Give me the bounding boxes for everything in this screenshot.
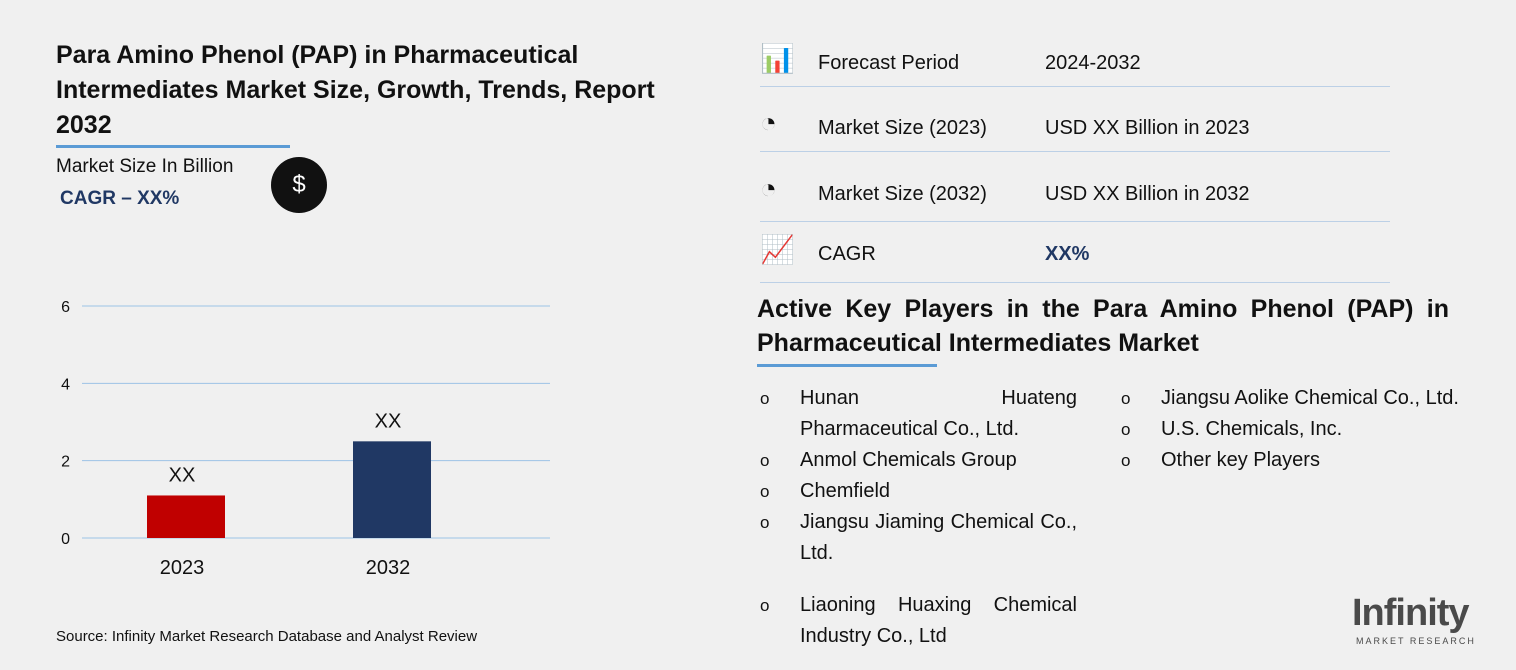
page-title: Para Amino Phenol (PAP) in Pharmaceutica… xyxy=(56,41,655,139)
y-tick-label: 2 xyxy=(61,454,70,471)
divider xyxy=(760,221,1390,222)
x-tick-label: 2023 xyxy=(160,557,205,579)
key-players-title: Active Key Players in the Para Amino Phe… xyxy=(757,295,1449,357)
bullet-icon: o xyxy=(760,513,770,532)
bullet-icon: o xyxy=(760,451,770,470)
player-name: Chemfield xyxy=(800,480,891,502)
player-name: Anmol Chemicals Group xyxy=(800,449,1017,471)
divider xyxy=(760,282,1390,283)
market-size-label: Market Size In Billion xyxy=(56,156,234,177)
pie-chart-icon: ◔ xyxy=(760,107,777,138)
bar-chart: 0 2 4 6 XX 2023 XX 2032 xyxy=(61,299,550,579)
player-name: Jiangsu Aolike Chemical Co., Ltd. xyxy=(1161,387,1459,409)
bullet-icon: o xyxy=(1121,389,1131,408)
logo-subtitle: MARKET RESEARCH xyxy=(1356,636,1476,646)
info-value: USD XX Billion in 2032 xyxy=(1045,183,1250,205)
info-label: Market Size (2023) xyxy=(818,117,987,139)
bullet-icon: o xyxy=(760,482,770,501)
player-name: Liaoning Huaxing Chemical Industry Co., … xyxy=(800,594,1077,647)
money-growth-icon: $ xyxy=(271,157,327,213)
data-label: XX xyxy=(375,410,402,432)
divider xyxy=(760,86,1390,87)
key-players-underline xyxy=(757,364,937,367)
info-value: USD XX Billion in 2023 xyxy=(1045,117,1250,139)
player-name: Hunan Huateng Pharmaceutical Co., Ltd. xyxy=(800,387,1077,440)
y-tick-label: 4 xyxy=(61,376,70,393)
bar-chart-icon: 📊 xyxy=(760,43,795,74)
cagr-label: CAGR – XX% xyxy=(60,188,180,209)
bullet-icon: o xyxy=(1121,420,1131,439)
player-name: Other key Players xyxy=(1161,449,1320,471)
bullet-icon: o xyxy=(760,389,770,408)
player-name: Jiangsu Jiaming Chemical Co., Ltd. xyxy=(800,511,1077,564)
player-name: U.S. Chemicals, Inc. xyxy=(1161,418,1343,440)
data-label: XX xyxy=(169,464,196,486)
growth-icon: 📈 xyxy=(760,234,795,265)
source-note: Source: Infinity Market Research Databas… xyxy=(56,628,478,645)
info-label: Market Size (2032) xyxy=(818,183,987,205)
info-value: XX% xyxy=(1045,243,1090,265)
y-tick-label: 0 xyxy=(61,531,70,548)
title-underline xyxy=(56,145,290,148)
x-tick-label: 2032 xyxy=(366,557,411,579)
bar-2032 xyxy=(353,441,431,538)
divider xyxy=(760,151,1390,152)
bullet-icon: o xyxy=(760,596,770,615)
y-tick-label: 6 xyxy=(61,299,70,316)
info-label: Forecast Period xyxy=(818,52,960,74)
logo: Infinity xyxy=(1352,592,1470,634)
info-value: 2024-2032 xyxy=(1045,52,1141,74)
bullet-icon: o xyxy=(1121,451,1131,470)
bar-2023 xyxy=(147,495,225,538)
info-label: CAGR xyxy=(818,243,876,265)
pie-chart-icon: ◔ xyxy=(760,173,777,204)
